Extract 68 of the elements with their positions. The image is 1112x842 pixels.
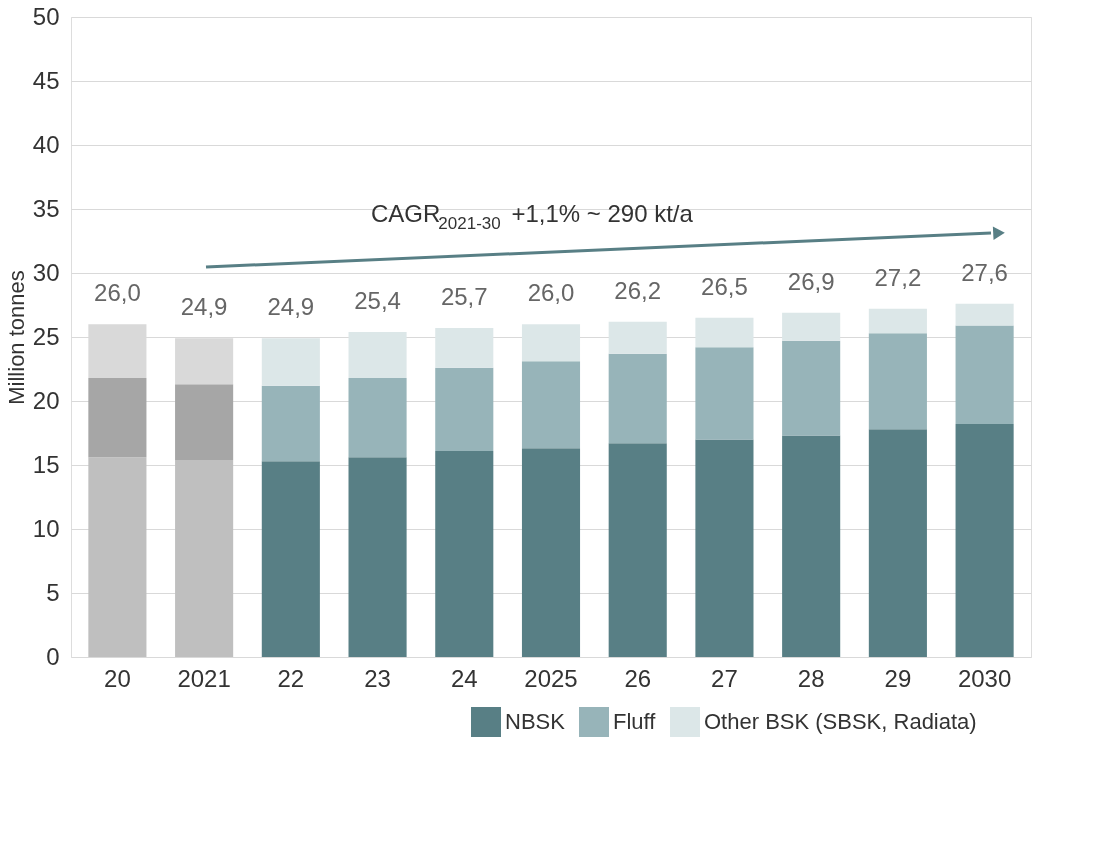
bar [608,321,667,354]
bar [261,338,320,386]
x-tick-label: 28 [797,664,825,692]
y-tick-label: 0 [46,642,60,670]
total-label: 25,4 [354,286,401,314]
bar [955,325,1014,425]
y-tick-label: 5 [46,578,60,606]
bar [348,331,407,378]
bar [695,317,754,348]
y-tick-label: 30 [32,258,60,286]
bar [955,424,1014,657]
bar [782,340,841,436]
bar [868,333,927,430]
x-tick-label: 27 [711,664,738,692]
x-tick-label: 24 [450,664,478,692]
bar [88,457,147,657]
y-tick-label: 25 [32,322,60,350]
x-tick-label: 26 [624,664,652,692]
bar [261,461,320,657]
bar [435,450,494,657]
x-tick-label: 23 [364,664,391,692]
total-label: 24,9 [267,293,315,321]
legend-label: Other BSK (SBSK, Radiata) [704,709,977,734]
y-tick-label: 40 [32,130,60,158]
x-tick-label: 20 [104,664,131,692]
total-label: 27,6 [961,258,1008,286]
total-label: 25,7 [440,283,488,311]
y-tick-label: 10 [32,514,60,542]
x-tick-label: 2030 [957,664,1012,692]
total-label: 26,2 [614,276,662,304]
bar [521,448,581,657]
total-label: 26,9 [787,267,835,295]
total-label: 26,0 [94,279,141,307]
total-label: 26,5 [701,272,748,300]
y-axis-title: Million tonnes [3,270,29,405]
bar [868,308,927,334]
y-tick-label: 50 [32,2,60,30]
bar [695,439,754,657]
x-tick-label: 22 [277,664,305,692]
bar [521,324,581,362]
bar [175,384,234,460]
y-tick-label: 20 [32,386,60,414]
bar [348,377,407,458]
legend-label: NBSK [505,709,566,734]
bar [955,303,1014,326]
bar [782,312,841,341]
bar [608,443,667,657]
y-tick-label: 35 [32,194,60,222]
bar [695,347,754,440]
y-tick-label: 15 [32,450,60,478]
bar [348,457,407,657]
bar [608,353,667,444]
x-tick-label: 29 [884,664,912,692]
bar [88,377,147,458]
bar [261,385,320,462]
bar [175,459,234,657]
legend-label: Fluff [613,709,657,734]
total-label: 27,2 [874,263,922,291]
total-label: 26,0 [527,279,575,307]
total-label: 24,9 [180,293,228,321]
bar [435,367,494,451]
x-tick-label: 2021 [177,664,231,692]
y-tick-label: 45 [32,66,60,94]
bar [868,429,927,657]
bar [435,328,494,368]
bar [782,435,841,657]
x-tick-label: 2025 [524,664,578,692]
bar [521,361,581,449]
